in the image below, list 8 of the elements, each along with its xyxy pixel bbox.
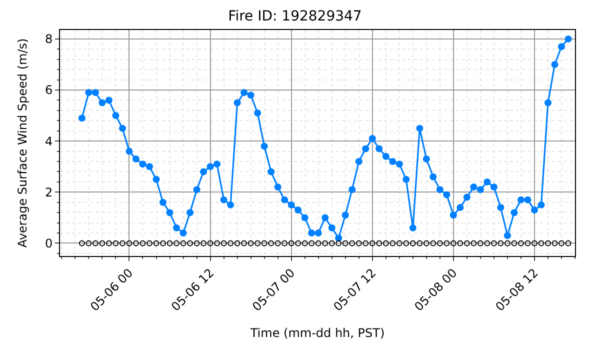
chart-title: Fire ID: 192829347	[228, 8, 362, 24]
y-tick-label: 4	[44, 134, 53, 148]
x-axis-title: Time (mm-dd hh, PST)	[249, 326, 385, 340]
y-tick-label: 0	[44, 236, 53, 250]
y-tick-label: 6	[44, 83, 53, 98]
y-tick-label: 8	[44, 32, 53, 46]
y-tick-label: 2	[44, 185, 53, 200]
y-axis-title: Average Surface Wind Speed (m/s)	[15, 38, 30, 248]
